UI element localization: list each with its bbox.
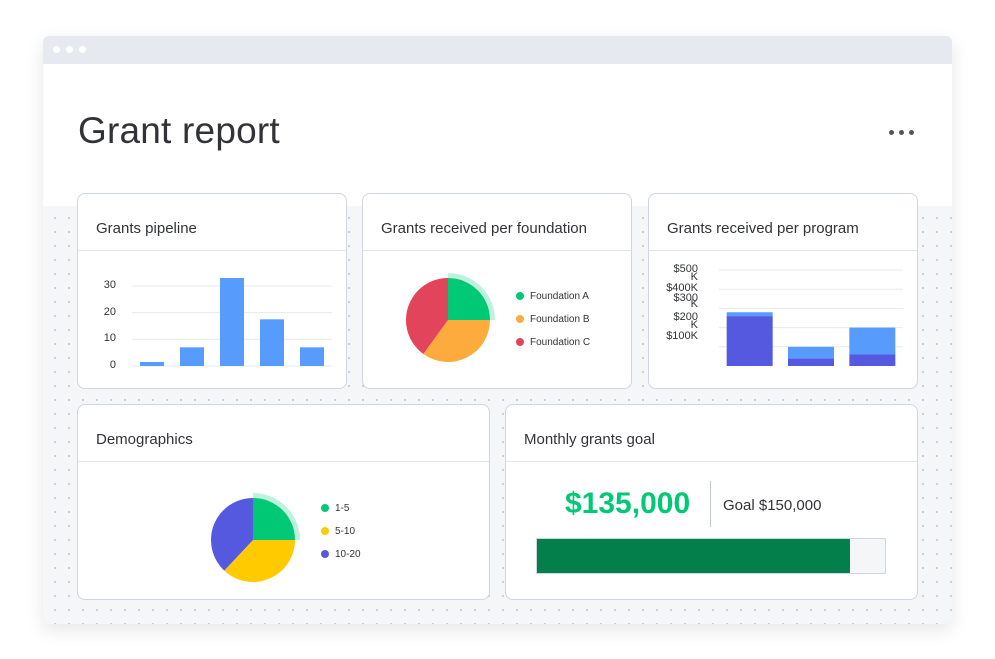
goal-target-label: Goal $150,000 — [723, 497, 822, 514]
y-tick-label: 30 — [103, 279, 116, 291]
y-tick-label: 20 — [103, 305, 116, 318]
bar-segment — [726, 312, 773, 317]
legend-dot-icon — [516, 338, 524, 346]
bar-segment — [788, 358, 834, 366]
legend-item-1-5: 1-5 — [321, 503, 349, 514]
y-tick-label: $200 — [673, 311, 698, 323]
y-tick-label: $400K — [666, 282, 698, 295]
pie-slice — [224, 540, 295, 582]
y-tick-label: K — [690, 270, 698, 283]
goal-progress-bar — [536, 538, 886, 574]
grants-pipeline-card[interactable]: Grants pipeline 30 20 10 0 — [77, 193, 347, 389]
card-divider — [363, 250, 631, 251]
legend-dot-icon — [321, 550, 329, 558]
card-title: Monthly grants goal — [524, 431, 655, 448]
bar — [260, 319, 284, 366]
card-divider — [649, 250, 917, 251]
bar — [220, 278, 244, 366]
pie-slice — [211, 498, 253, 571]
more-horizontal-icon[interactable] — [883, 122, 923, 142]
foundation-pie-chart — [406, 273, 495, 362]
card-title: Demographics — [96, 431, 193, 448]
window-dot-icon — [66, 46, 73, 53]
legend-dot-icon — [321, 504, 329, 512]
card-title: Grants received per program — [667, 220, 859, 237]
grants-per-program-card[interactable]: Grants received per program $500 K $400K $3… — [648, 193, 918, 389]
bar-segment — [849, 327, 896, 355]
bar-segment — [788, 346, 834, 359]
window-dot-icon — [79, 46, 86, 53]
bar — [180, 347, 204, 366]
legend-item-foundation-a: Foundation A — [516, 291, 589, 302]
y-tick-label: $500 — [673, 263, 698, 275]
app-window: Grant report Grants pipeline 30 20 10 0 Gra… — [43, 36, 952, 624]
demographics-pie-chart — [211, 493, 300, 582]
grants-per-foundation-card[interactable]: Grants received per foundation Foundatio… — [362, 193, 632, 389]
bar — [140, 362, 164, 366]
legend-dot-icon — [321, 527, 329, 535]
y-tick-label: $300 — [673, 291, 698, 304]
y-tick-label: K — [690, 297, 698, 310]
goal-progress-fill — [537, 539, 851, 573]
y-tick-label: $100K — [666, 330, 698, 343]
card-divider — [78, 250, 346, 251]
pie-slice — [423, 320, 490, 362]
monthly-grants-goal-card[interactable]: Monthly grants goal $135,000 Goal $150,0… — [505, 404, 918, 600]
legend-item-foundation-b: Foundation B — [516, 314, 590, 325]
goal-divider — [710, 481, 711, 527]
legend-item-5-10: 5-10 — [321, 526, 355, 537]
y-tick-label: 10 — [103, 332, 116, 345]
bar-segment — [726, 316, 773, 366]
legend-item-10-20: 10-20 — [321, 549, 361, 560]
card-title: Grants received per foundation — [381, 220, 587, 237]
program-stacked-bar-chart — [719, 269, 903, 366]
card-title: Grants pipeline — [96, 220, 197, 237]
demographics-card[interactable]: Demographics 1-5 5-10 10-20 — [77, 404, 490, 600]
legend-dot-icon — [516, 292, 524, 300]
pipeline-bar-chart — [132, 278, 332, 367]
legend-dot-icon — [516, 315, 524, 323]
pie-slice — [406, 278, 448, 354]
y-tick-label: K — [690, 318, 698, 331]
y-tick-label: 0 — [109, 359, 116, 371]
page-title: Grant report — [78, 110, 280, 151]
window-dot-icon — [53, 46, 60, 53]
card-divider — [78, 461, 489, 462]
bar-segment — [849, 354, 896, 366]
legend-item-foundation-c: Foundation C — [516, 337, 590, 348]
goal-amount: $135,000 — [565, 487, 691, 520]
pie-slice — [253, 498, 295, 540]
pie-slice — [448, 278, 490, 320]
window-titlebar — [43, 36, 952, 64]
page-header: Grant report — [43, 64, 952, 206]
card-divider — [506, 461, 917, 462]
bar — [300, 347, 324, 366]
